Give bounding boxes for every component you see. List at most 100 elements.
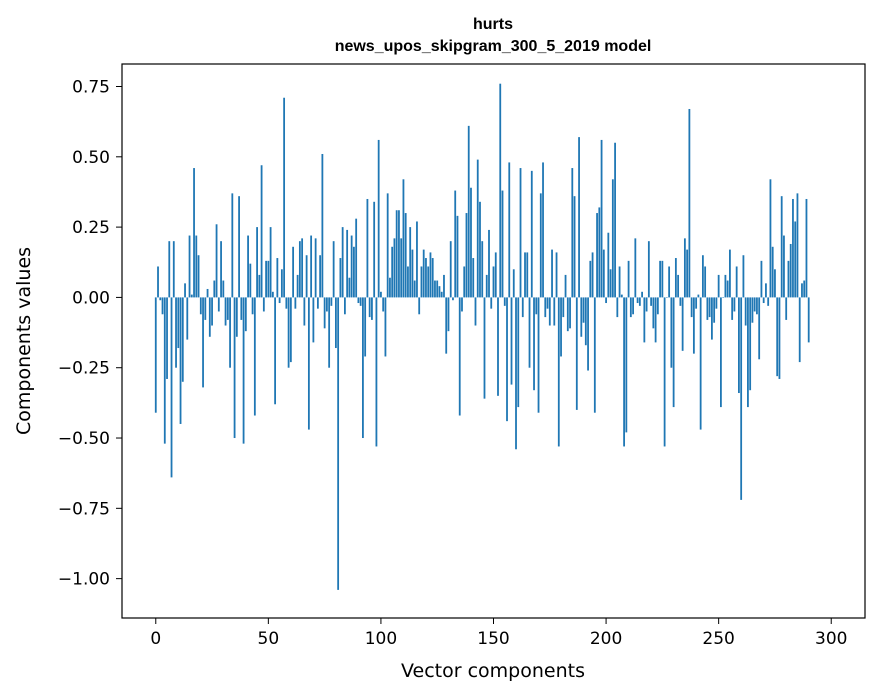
bar-257 bbox=[733, 297, 736, 312]
bar-106 bbox=[393, 238, 396, 298]
bar-287 bbox=[801, 283, 803, 298]
x-tick-label: 50 bbox=[258, 629, 280, 649]
bar-238 bbox=[690, 297, 693, 318]
bar-1 bbox=[157, 266, 159, 298]
bar-50 bbox=[267, 260, 270, 298]
bar-279 bbox=[783, 235, 785, 298]
bar-264 bbox=[749, 297, 752, 391]
bar-30 bbox=[222, 280, 225, 298]
bar-169 bbox=[535, 297, 538, 315]
bar-73 bbox=[319, 255, 322, 298]
bar-220 bbox=[650, 297, 653, 306]
bar-43 bbox=[251, 297, 254, 315]
bar-117 bbox=[418, 297, 421, 315]
bar-155 bbox=[503, 297, 506, 306]
bar-215 bbox=[638, 297, 641, 306]
bar-183 bbox=[566, 297, 569, 332]
bar-67 bbox=[305, 255, 308, 298]
bar-series bbox=[154, 83, 810, 590]
bar-29 bbox=[220, 241, 222, 298]
bar-57 bbox=[283, 97, 286, 298]
bar-71 bbox=[314, 238, 317, 298]
bar-82 bbox=[339, 258, 342, 298]
bar-198 bbox=[600, 139, 603, 298]
bar-133 bbox=[454, 190, 457, 298]
bar-189 bbox=[580, 297, 583, 337]
bar-221 bbox=[652, 297, 655, 329]
bar-31 bbox=[224, 297, 227, 326]
bar-226 bbox=[663, 297, 666, 447]
bar-244 bbox=[704, 266, 707, 298]
bar-63 bbox=[296, 274, 299, 298]
bar-136 bbox=[461, 297, 463, 312]
bar-70 bbox=[312, 297, 315, 343]
bar-229 bbox=[670, 297, 673, 368]
bar-250 bbox=[717, 274, 720, 298]
bar-262 bbox=[744, 297, 747, 326]
bar-232 bbox=[677, 274, 680, 298]
bar-260 bbox=[740, 297, 743, 500]
bar-23 bbox=[206, 288, 209, 298]
bar-33 bbox=[229, 297, 231, 368]
bar-149 bbox=[490, 297, 493, 309]
bar-148 bbox=[488, 229, 490, 298]
bar-177 bbox=[553, 297, 556, 326]
bar-132 bbox=[452, 297, 454, 301]
bar-79 bbox=[332, 241, 335, 298]
bar-205 bbox=[616, 297, 619, 318]
bar-24 bbox=[208, 297, 211, 337]
x-tick-label: 0 bbox=[150, 629, 161, 649]
bar-47 bbox=[260, 165, 263, 298]
bar-123 bbox=[431, 258, 434, 298]
y-axis-ticks: 0.75 0.50 0.25 0.00 −0.25 −0.50 −0.75 −1.00 bbox=[58, 77, 122, 590]
bar-10 bbox=[177, 297, 180, 349]
bar-251 bbox=[720, 297, 722, 408]
bar-38 bbox=[240, 297, 243, 320]
bar-159 bbox=[512, 269, 515, 298]
x-tick-label: 150 bbox=[477, 629, 509, 649]
bar-44 bbox=[253, 297, 256, 416]
bar-120 bbox=[425, 258, 427, 298]
bar-277 bbox=[778, 297, 781, 379]
x-axis-label: Vector components bbox=[401, 660, 585, 682]
bar-145 bbox=[481, 241, 484, 298]
x-tick-label: 250 bbox=[702, 629, 734, 649]
bar-92 bbox=[362, 297, 364, 439]
bar-168 bbox=[533, 297, 535, 391]
bar-234 bbox=[681, 297, 684, 351]
bar-252 bbox=[722, 297, 725, 298]
bar-116 bbox=[416, 221, 418, 298]
bar-276 bbox=[776, 297, 779, 377]
bar-288 bbox=[803, 280, 806, 298]
bar-16 bbox=[190, 294, 193, 298]
bar-142 bbox=[474, 297, 477, 326]
bar-163 bbox=[521, 297, 524, 318]
bar-144 bbox=[479, 201, 481, 298]
bar-127 bbox=[440, 291, 443, 298]
bar-28 bbox=[217, 297, 220, 312]
bar-128 bbox=[443, 274, 445, 298]
bar-93 bbox=[364, 297, 367, 357]
bar-222 bbox=[654, 297, 657, 343]
bar-151 bbox=[494, 252, 497, 298]
bar-237 bbox=[688, 108, 691, 298]
bar-290 bbox=[807, 297, 810, 343]
bar-150 bbox=[492, 266, 495, 298]
bar-66 bbox=[303, 297, 306, 326]
bar-109 bbox=[400, 238, 403, 298]
bar-254 bbox=[726, 280, 729, 298]
bar-231 bbox=[674, 258, 677, 298]
bar-69 bbox=[310, 235, 313, 298]
bar-99 bbox=[377, 139, 380, 298]
bar-176 bbox=[551, 249, 553, 298]
bar-95 bbox=[368, 297, 371, 318]
bar-135 bbox=[458, 297, 461, 416]
bar-146 bbox=[483, 297, 486, 399]
bar-178 bbox=[555, 252, 558, 298]
bar-243 bbox=[701, 255, 704, 298]
bar-59 bbox=[287, 297, 290, 368]
bar-242 bbox=[699, 297, 702, 430]
bar-21 bbox=[202, 297, 204, 388]
bar-13 bbox=[184, 283, 186, 298]
bar-225 bbox=[661, 260, 664, 298]
